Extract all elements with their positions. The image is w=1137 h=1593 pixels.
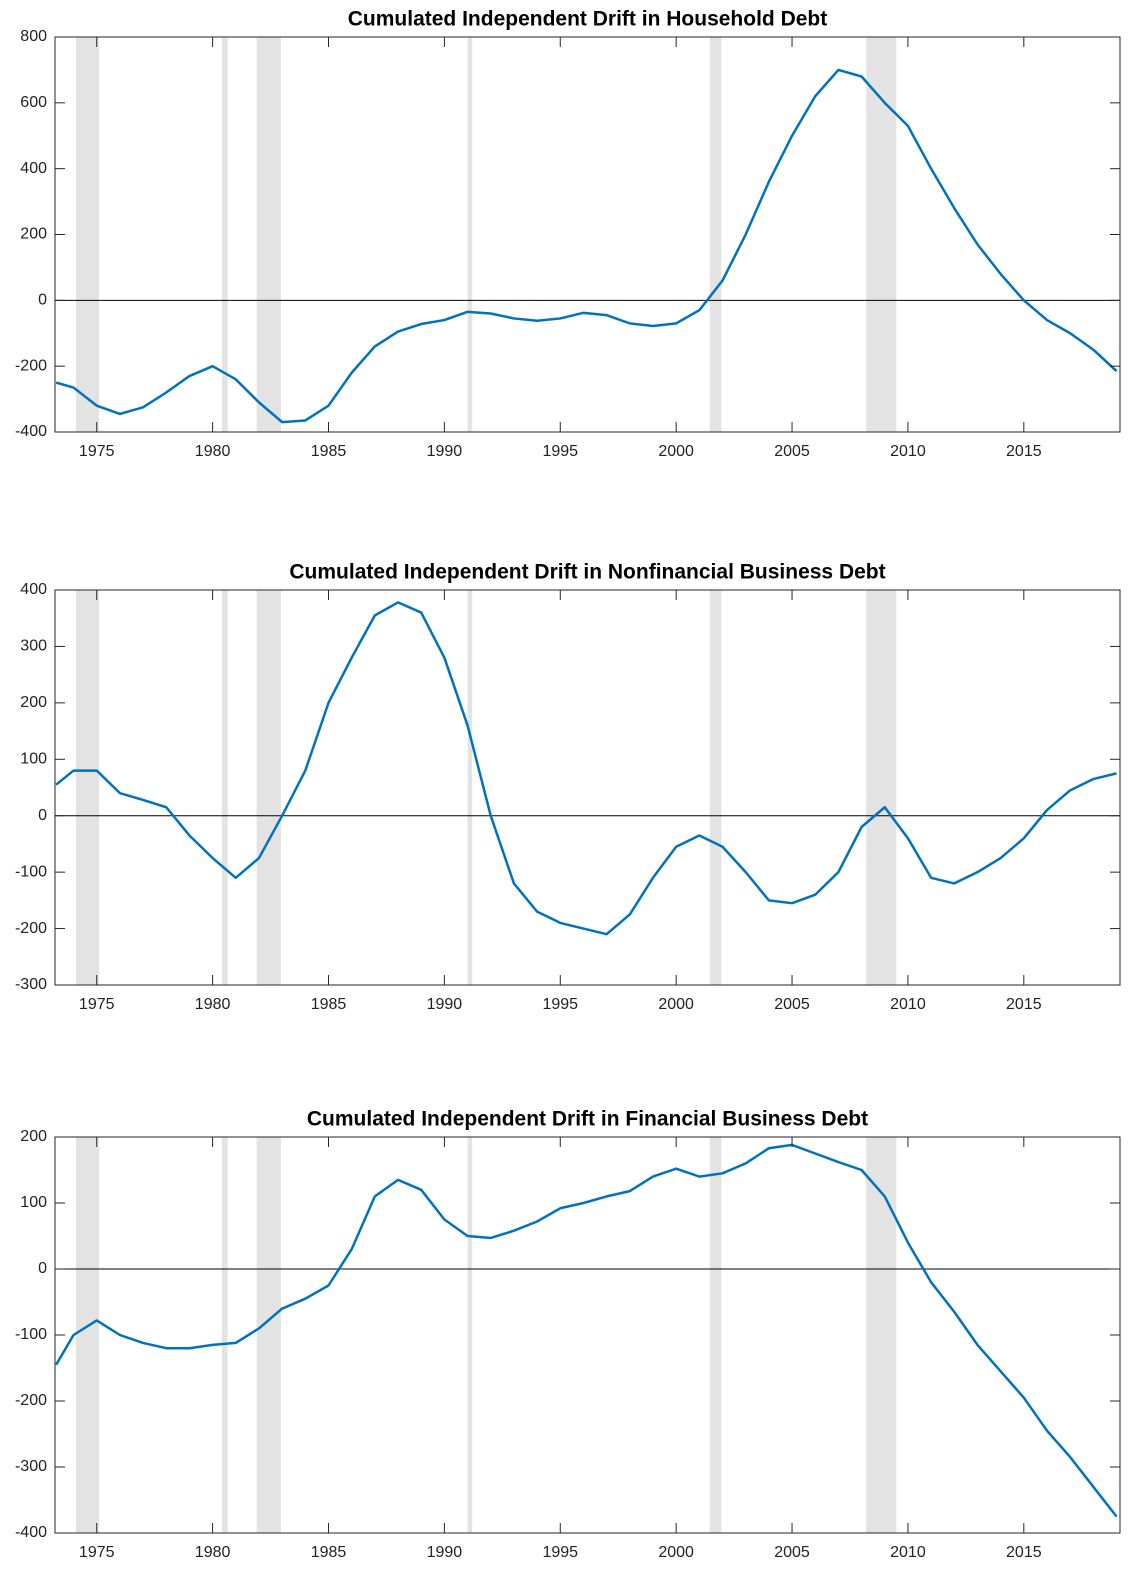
y-tick-label: -100 [15, 1326, 47, 1343]
x-tick-label: 1980 [195, 443, 231, 460]
y-tick-label: 0 [38, 807, 47, 824]
y-tick-label: 0 [38, 1260, 47, 1277]
x-tick-label: 2005 [774, 1544, 810, 1561]
x-tick-label: 2000 [658, 996, 694, 1013]
recession-band [75, 1137, 100, 1533]
recession-band [75, 590, 100, 985]
y-tick-label: -400 [15, 423, 47, 440]
recession-band [221, 590, 228, 985]
data-line [55, 601, 1117, 936]
recession-band [866, 1137, 897, 1533]
x-tick-label: 1985 [311, 1544, 347, 1561]
chart-title: Cumulated Independent Drift in Household… [348, 8, 828, 31]
x-tick-label: 2015 [1006, 1544, 1042, 1561]
recession-band [467, 37, 473, 432]
y-tick-label: 400 [20, 581, 47, 598]
x-tick-label: 1990 [427, 1544, 463, 1561]
y-tick-label: 200 [20, 1128, 47, 1145]
recession-band [75, 37, 100, 432]
x-tick-label: 2005 [774, 443, 810, 460]
recession-band [256, 1137, 281, 1533]
y-tick-label: 600 [20, 94, 47, 111]
y-tick-label: -300 [15, 1458, 47, 1475]
x-tick-label: 1975 [79, 996, 115, 1013]
x-tick-label: 2010 [890, 443, 926, 460]
x-tick-label: 2015 [1006, 443, 1042, 460]
y-tick-label: 200 [20, 226, 47, 243]
x-tick-label: 1980 [195, 1544, 231, 1561]
x-tick-label: 2000 [658, 443, 694, 460]
x-tick-label: 1985 [311, 996, 347, 1013]
x-tick-label: 2000 [658, 1544, 694, 1561]
x-tick-label: 1995 [542, 443, 578, 460]
x-tick-label: 2015 [1006, 996, 1042, 1013]
chart-title: Cumulated Independent Drift in Financial… [307, 1108, 868, 1131]
y-tick-label: 100 [20, 1194, 47, 1211]
y-tick-label: -200 [15, 357, 47, 374]
x-tick-label: 2010 [890, 1544, 926, 1561]
axes-box [54, 1136, 1121, 1534]
recession-band [709, 590, 722, 985]
recession-band [709, 37, 722, 432]
x-tick-label: 1980 [195, 996, 231, 1013]
x-tick-label: 1985 [311, 443, 347, 460]
x-tick-label: 1990 [427, 443, 463, 460]
recession-band [709, 1137, 722, 1533]
y-tick-label: -200 [15, 920, 47, 937]
recession-band [866, 590, 897, 985]
y-tick-label: 300 [20, 638, 47, 655]
x-tick-label: 1995 [542, 996, 578, 1013]
axes-box [54, 36, 1121, 433]
recession-band [221, 1137, 228, 1533]
y-tick-label: -300 [15, 976, 47, 993]
recession-band [221, 37, 228, 432]
y-tick-label: -400 [15, 1524, 47, 1541]
y-tick-label: -100 [15, 863, 47, 880]
x-tick-label: 1995 [542, 1544, 578, 1561]
y-tick-label: -200 [15, 1392, 47, 1409]
x-tick-label: 1975 [79, 443, 115, 460]
x-tick-label: 1990 [427, 996, 463, 1013]
y-tick-label: 100 [20, 751, 47, 768]
recession-band [256, 37, 281, 432]
recession-band [256, 590, 281, 985]
data-line [55, 68, 1118, 424]
x-tick-label: 1975 [79, 1544, 115, 1561]
axes-box [54, 589, 1121, 986]
data-line [55, 1143, 1118, 1518]
y-tick-label: 400 [20, 160, 47, 177]
y-tick-label: 0 [38, 292, 47, 309]
recession-band [467, 590, 473, 985]
x-tick-label: 2010 [890, 996, 926, 1013]
x-tick-label: 2005 [774, 996, 810, 1013]
chart-title: Cumulated Independent Drift in Nonfinanc… [289, 561, 885, 584]
y-tick-label: 800 [20, 28, 47, 45]
y-tick-label: 200 [20, 694, 47, 711]
recession-band [467, 1137, 473, 1533]
recession-band [866, 37, 897, 432]
